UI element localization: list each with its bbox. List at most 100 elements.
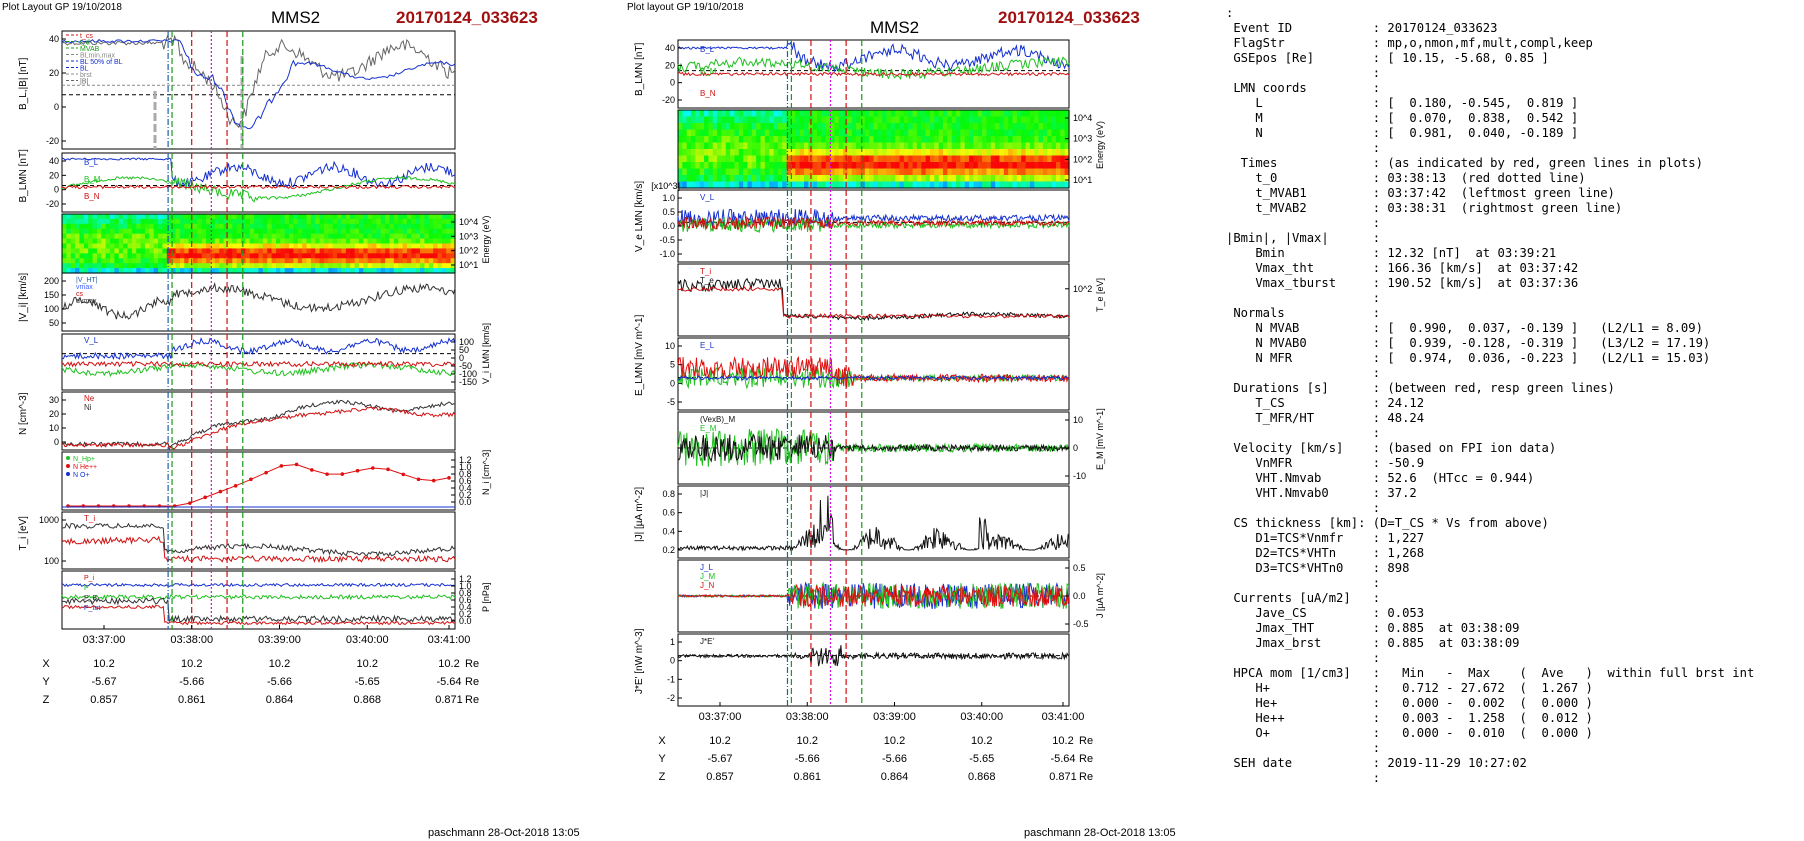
spectrogram-cell [66,228,72,235]
spectrogram-cell [437,243,443,250]
spectrogram-cell [995,155,1001,163]
spectrogram-cell [1012,136,1018,144]
spectrogram-cell [105,228,111,235]
spectrogram-cell [1042,123,1048,131]
spectrogram-cell [271,248,277,254]
spectrogram-cell [267,214,273,220]
spectrogram-cell [756,162,762,170]
spectrogram-cell [358,214,364,220]
spectrogram-cell [446,253,452,259]
spectrogram-cell [310,228,316,235]
spectrogram-cell [302,214,308,220]
spectrogram-cell [786,129,792,137]
spectrogram-cell [398,233,404,240]
left-time-label: 03:40:00 [346,634,389,646]
spectrogram-cell [271,214,277,220]
spectrogram-cell [834,181,840,189]
spectrogram-cell [760,129,766,137]
spectrogram-cell [960,168,966,176]
spectrogram-cell [315,248,321,254]
spectrogram-cell [114,214,120,220]
spectrogram-cell [869,162,875,170]
spectrogram-cell [96,268,102,274]
spectrogram-cell [738,162,744,170]
spectrogram-cell [328,238,334,245]
spectrogram-cell [691,168,696,176]
spectrogram-cell [1029,116,1035,124]
ytick-label: 0.6 [662,508,675,518]
spectrogram-cell [882,175,888,183]
spectrogram-cell [1064,168,1070,176]
spectrogram-cell [751,175,757,183]
spectrogram-cell [219,223,225,230]
spectrogram-cell [358,243,364,250]
spectrogram-cell [777,136,783,144]
spectrogram-cell [105,214,111,220]
spectrogram-cell [332,243,338,250]
spectrogram-cell [817,136,822,144]
right-pos-value: 0.864 [881,771,909,783]
VeL-trace [677,208,1070,228]
spectrogram-cell [773,136,779,144]
spectrogram-cell [411,253,417,259]
spectrogram-cell [903,175,909,183]
spectrogram-cell [999,155,1005,163]
spectrogram-cell [1025,129,1031,137]
spectrogram-cell [1042,162,1048,170]
spectrogram-cell [982,116,988,124]
spectrogram-cell [1021,129,1027,137]
spectrogram-cell [1016,162,1022,170]
spectrogram-cell [332,253,338,259]
spectrogram-cell [847,142,853,150]
ytick-label: 0 [54,185,59,195]
left-pos-row-label: Y [42,676,50,688]
spectrogram-cell [337,238,343,245]
spectrogram-cell [267,268,273,274]
ytick-label: 100 [44,304,59,314]
spectrogram-cell [699,175,705,183]
spectrogram-cell [367,238,373,245]
spectrogram-cell [450,248,456,254]
spectrogram-cell [262,233,268,240]
spectrogram-cell [982,175,988,183]
spectrogram-cell [786,168,792,176]
spectrogram-cell [951,181,957,189]
spectrogram-cell [699,123,705,131]
spectrogram-cell [773,162,779,170]
spectrogram-cell [376,214,382,220]
spectrogram-cell [149,228,155,235]
spectrogram-cell [123,258,129,264]
spectrogram-cell [895,149,901,157]
spectrogram-cell [964,110,970,118]
spectrogram-cell [786,136,792,144]
spectrogram-cell [144,233,150,240]
spectrogram-cell [699,116,705,124]
left-time-label: 03:39:00 [258,634,301,646]
spectrogram-cell [406,214,412,220]
spectrogram-cell [197,228,203,235]
spectrogram-cell [903,149,909,157]
spectrogram-cell [88,258,94,264]
spectrogram-cell [293,258,299,264]
spectrogram-cell [385,218,391,225]
spectrogram-cell [1038,129,1044,137]
ytick-label: -100 [459,369,477,379]
spectrogram-cell [175,268,181,274]
spectrogram-cell [1003,168,1009,176]
ytick-label: -50 [459,361,472,371]
spectrogram-cell [964,149,970,157]
spectrogram-cell [1008,129,1014,137]
spectrogram-cell [328,223,334,230]
spectrogram-cell [310,218,316,225]
spectrogram-cell [717,123,723,131]
spectrogram-cell [773,116,779,124]
spectrogram-cell [210,223,216,230]
spectrogram-cell [114,268,120,274]
series-label: J_L [700,563,713,572]
spectrogram-cell [890,110,896,118]
spectrogram-cell [678,116,683,124]
spectrogram-cell [1029,110,1035,118]
spectrogram-cell [890,142,896,150]
spectrogram-cell [289,223,295,230]
spectrogram-cell [136,243,142,250]
